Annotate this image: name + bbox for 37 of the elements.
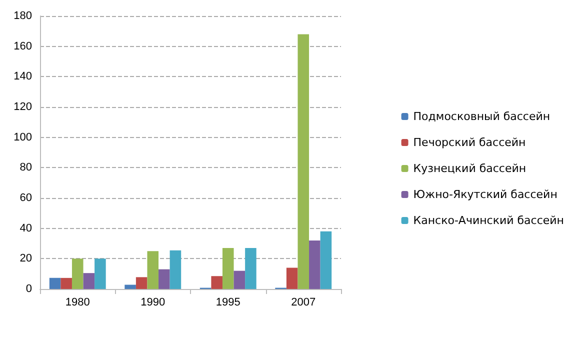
y-tick-label: 20 — [20, 252, 32, 265]
bar — [94, 258, 106, 289]
x-tick-label: 1980 — [65, 296, 90, 308]
y-tick-label: 40 — [20, 222, 32, 234]
x-tick-label: 1995 — [216, 296, 240, 308]
bar — [147, 251, 159, 289]
y-tick-label: 140 — [14, 70, 32, 83]
y-tick-label: 120 — [14, 101, 32, 113]
x-tick-label: 2007 — [291, 296, 316, 308]
bar — [234, 270, 246, 289]
y-tick-label: 100 — [14, 131, 32, 144]
bar — [136, 277, 148, 289]
legend-label: Южно-Якутский бассейн — [413, 188, 558, 201]
bar — [83, 273, 95, 289]
bar — [49, 278, 61, 289]
bar — [158, 269, 170, 289]
legend-label: Канско-Ачинский бассейн — [413, 214, 564, 227]
y-tick-label: 180 — [14, 10, 32, 22]
bar — [222, 248, 234, 289]
bar — [286, 268, 298, 289]
bar — [298, 34, 310, 289]
bar — [170, 250, 182, 289]
bar — [320, 231, 332, 289]
bar — [72, 258, 84, 289]
y-tick-label: 0 — [26, 283, 32, 295]
y-tick-label: 80 — [20, 162, 32, 174]
y-tick-label: 60 — [20, 192, 32, 204]
bar — [309, 240, 320, 289]
x-tick-label: 1990 — [140, 296, 166, 308]
legend-label: Кузнецкий бассейн — [413, 162, 526, 175]
bar — [211, 276, 222, 289]
legend-label: Печорский бассейн — [413, 136, 526, 149]
bar — [245, 248, 256, 289]
bar — [124, 284, 136, 289]
y-tick-label: 160 — [14, 40, 32, 52]
bar — [60, 278, 72, 289]
legend-label: Подмосковный бассейн — [413, 110, 550, 123]
